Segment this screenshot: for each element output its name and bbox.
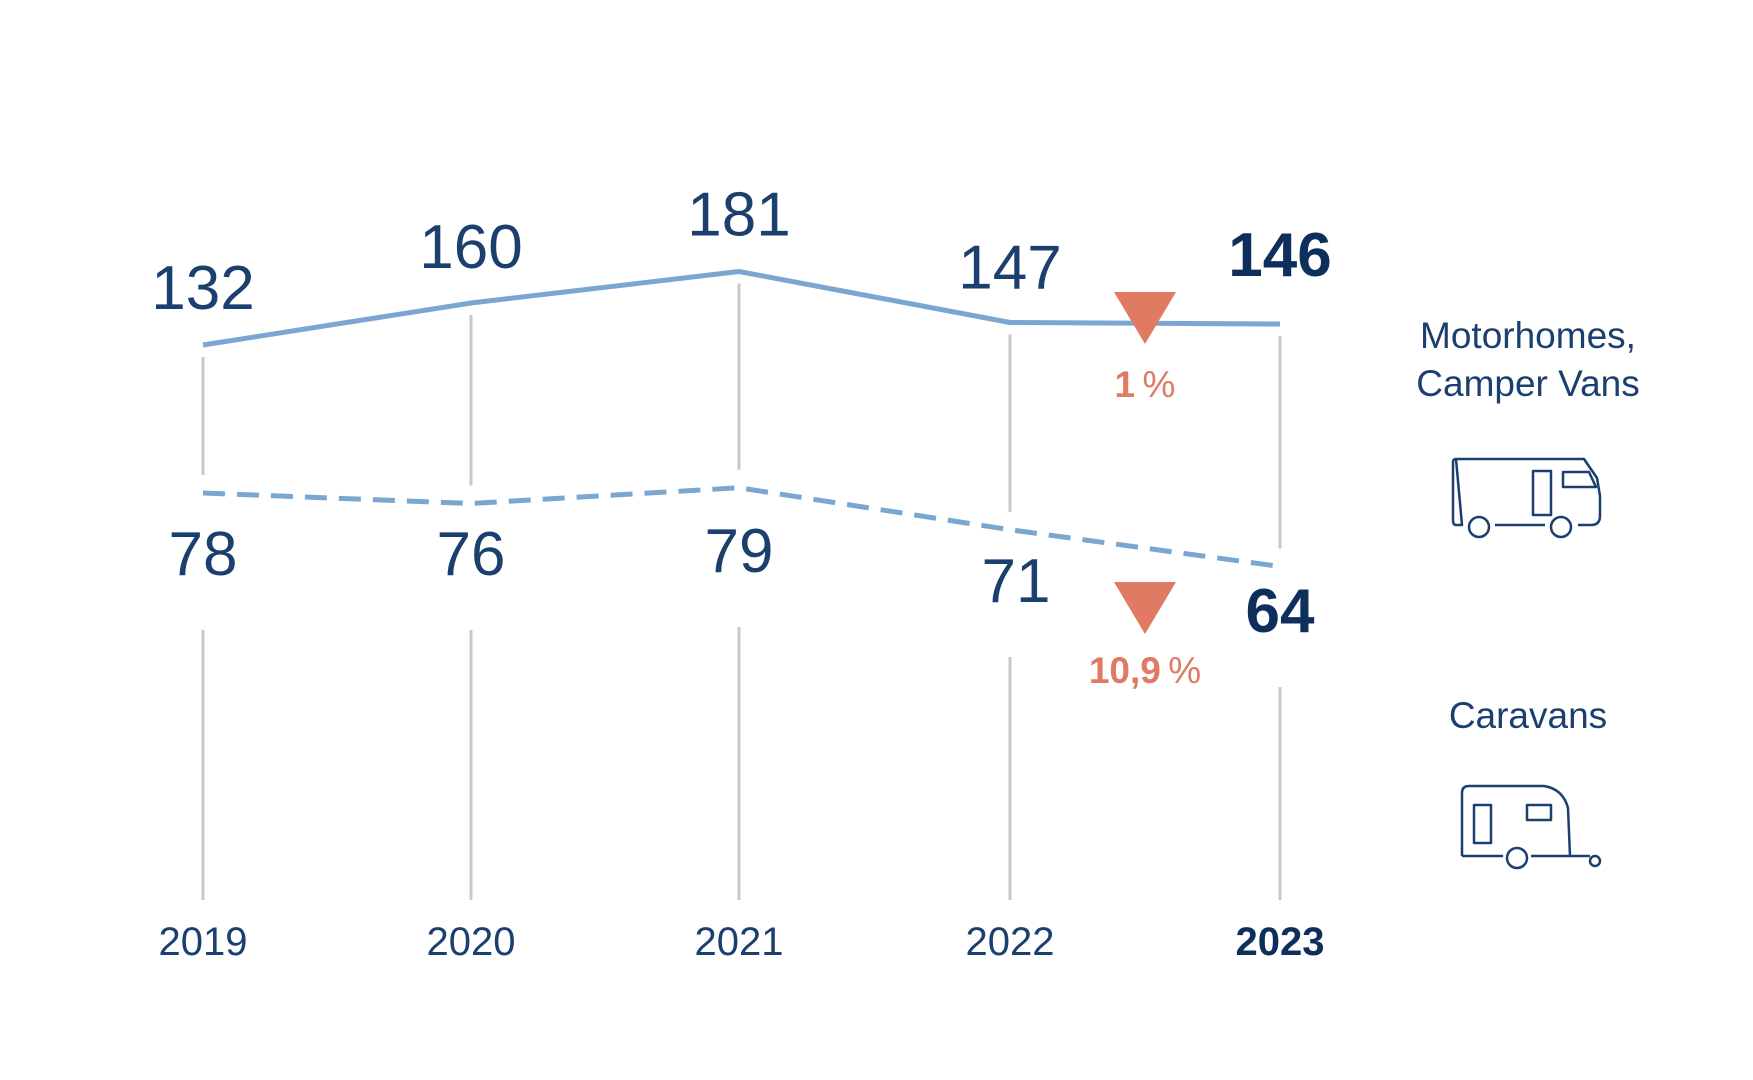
value-labels: 132 78 160 76 181 79 147 71 146 64 — [151, 181, 1331, 647]
value-label-motorhomes-2021: 181 — [687, 181, 790, 250]
caravan-icon — [1460, 784, 1602, 870]
x-axis: 2019 2020 2021 2022 2023 — [159, 920, 1325, 964]
x-tick-2023: 2023 — [1236, 920, 1325, 964]
gridlines — [201, 283, 1282, 900]
legend-label-caravans: Caravans — [1449, 695, 1607, 736]
change-indicators: 1 % 10,9 % — [1089, 292, 1201, 691]
x-tick-2019: 2019 — [159, 920, 248, 964]
down-triangle-icon-caravans — [1114, 582, 1176, 634]
down-triangle-icon-motorhomes — [1114, 292, 1176, 344]
x-tick-2022: 2022 — [966, 920, 1055, 964]
legend: Motorhomes, Camper Vans Caravans — [1416, 315, 1640, 870]
value-label-motorhomes-2023: 146 — [1228, 221, 1331, 290]
legend-label-motorhomes-line2: Camper Vans — [1416, 363, 1639, 404]
series-line-motorhomes — [202, 269, 1281, 348]
value-label-caravans-2021: 79 — [705, 517, 774, 586]
motorhome-icon — [1451, 457, 1602, 539]
value-label-caravans-2023: 64 — [1246, 577, 1315, 646]
change-label-caravans: 10,9 % — [1089, 650, 1201, 691]
value-label-caravans-2022: 71 — [982, 547, 1051, 616]
legend-label-motorhomes-line1: Motorhomes, — [1420, 315, 1636, 356]
x-tick-2020: 2020 — [427, 920, 516, 964]
value-label-caravans-2019: 78 — [169, 520, 238, 589]
value-label-motorhomes-2022: 147 — [958, 234, 1061, 303]
change-label-motorhomes: 1 % — [1115, 364, 1176, 405]
value-label-motorhomes-2020: 160 — [419, 213, 522, 282]
series-line-caravans — [202, 485, 1281, 569]
series-lines — [202, 269, 1281, 569]
x-tick-2021: 2021 — [695, 920, 784, 964]
value-label-motorhomes-2019: 132 — [151, 254, 254, 323]
value-label-caravans-2020: 76 — [437, 520, 506, 589]
